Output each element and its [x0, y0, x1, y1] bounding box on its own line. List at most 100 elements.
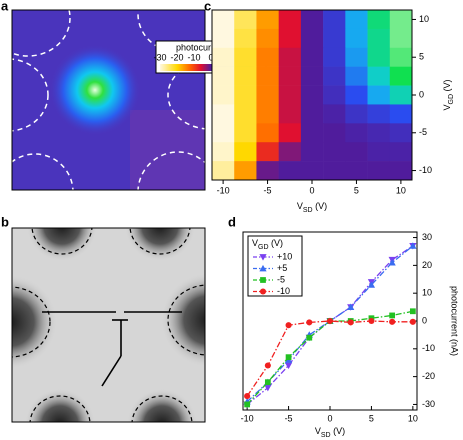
heatmap-cell: [345, 47, 368, 67]
heatmap-cell: [212, 123, 235, 143]
heatmap-cell: [389, 123, 413, 143]
heatmap-cell: [256, 47, 279, 67]
heatmap-cell: [389, 47, 413, 67]
x-tick-label: 5: [369, 413, 374, 423]
marker: [244, 393, 251, 400]
heatmap-cell: [256, 10, 279, 30]
heatmap-cell: [234, 161, 257, 181]
panel-label: a: [1, 0, 9, 13]
marker: [259, 288, 267, 295]
label-part: V: [442, 104, 452, 110]
legend-box: [247, 235, 303, 297]
heatmap-cell: [300, 28, 324, 49]
heatmap-cell: [367, 85, 391, 105]
heatmap-cell: [367, 66, 391, 86]
heatmap-cell: [300, 142, 324, 162]
heatmap-cell: [389, 66, 413, 86]
label-part: (V): [331, 426, 346, 436]
heatmap-cell: [367, 28, 391, 49]
heatmap-cell: [389, 10, 413, 30]
y-tick-label: 10: [419, 14, 429, 24]
y-tick-label: 30: [422, 232, 432, 242]
y-tick-label: -30: [422, 399, 435, 409]
y-tick-label: -10: [419, 165, 432, 175]
heatmap-cell: [278, 28, 302, 49]
heatmap-cell: [323, 104, 346, 124]
marker: [244, 401, 251, 408]
label-part: (V): [313, 201, 328, 211]
colorbar-tick-label: -30: [153, 52, 166, 62]
heatmap-cell: [278, 47, 302, 67]
legend-label: +5: [277, 263, 287, 273]
photocurrent-map: [12, 10, 205, 190]
heatmap-cell: [389, 142, 413, 162]
heatmap-cell: [212, 28, 235, 49]
heatmap-cell: [323, 123, 346, 143]
label-part: V: [315, 426, 321, 436]
marker: [285, 322, 292, 329]
heatmap-cell: [300, 161, 324, 181]
heatmap-cell: [323, 85, 346, 105]
x-tick-label: -10: [241, 413, 254, 423]
heatmap-cell: [367, 47, 391, 67]
axis-label: VGD (V): [252, 238, 283, 250]
marker: [260, 277, 266, 283]
heatmap-cell: [345, 10, 368, 30]
heatmap-cell: [323, 66, 346, 86]
heatmap-cell: [256, 161, 279, 181]
heatmap-cell: [212, 47, 235, 67]
axis-label: VSD (V): [297, 201, 327, 213]
heatmap-cell: [345, 66, 368, 86]
y-tick-label: -5: [419, 127, 427, 137]
heatmap-cell: [300, 10, 324, 30]
label-part: V: [297, 201, 303, 211]
y-tick-label: 0: [422, 315, 427, 325]
panel-label: c: [204, 0, 211, 13]
marker: [264, 362, 271, 369]
heatmap-cell: [367, 104, 391, 124]
heatmap-cell: [234, 104, 257, 124]
heatmap-cell: [256, 104, 279, 124]
x-tick-label: -10: [217, 185, 230, 195]
marker: [284, 362, 293, 370]
x-tick-label: 0: [327, 413, 332, 423]
heatmap-cell: [389, 161, 413, 181]
x-tick-label: 10: [396, 185, 406, 195]
heatmap-cell: [278, 142, 302, 162]
heatmap-cell: [234, 123, 257, 143]
heatmap-cell: [345, 28, 368, 49]
heatmap-cell: [300, 104, 324, 124]
heatmap-cell: [212, 10, 235, 30]
heatmap-cell: [278, 123, 302, 143]
heatmap-cell: [234, 28, 257, 49]
heatmap-cell: [367, 10, 391, 30]
marker: [285, 354, 292, 361]
marker: [306, 319, 313, 326]
marker: [259, 254, 267, 261]
frame: [11, 9, 206, 191]
panel-label: b: [1, 214, 9, 229]
heatmap-cell: [323, 161, 346, 181]
colorbar-tick-label: -10: [187, 52, 200, 62]
y-tick-label: 20: [422, 260, 432, 270]
axis-label: photocurrent (nA): [450, 286, 460, 356]
y-tick-label: 5: [419, 52, 424, 62]
legend-label: -10: [277, 286, 290, 296]
heatmap-cell: [389, 85, 413, 105]
heatmap-cell: [212, 161, 235, 181]
heatmap-cell: [278, 85, 302, 105]
heatmap-cell: [345, 104, 368, 124]
heatmap-cell: [256, 66, 279, 86]
x-tick-label: -5: [285, 413, 293, 423]
y-tick-label: -10: [422, 343, 435, 353]
heatmap-cell: [234, 10, 257, 30]
marker: [347, 303, 355, 310]
heatmap-cell: [300, 123, 324, 143]
heatmap-cell: [234, 66, 257, 86]
marker: [367, 281, 376, 288]
marker: [326, 317, 334, 325]
heatmap-cell: [212, 142, 235, 162]
marker: [409, 308, 416, 315]
marker: [389, 318, 396, 325]
y-tick-label: 0: [419, 89, 424, 99]
